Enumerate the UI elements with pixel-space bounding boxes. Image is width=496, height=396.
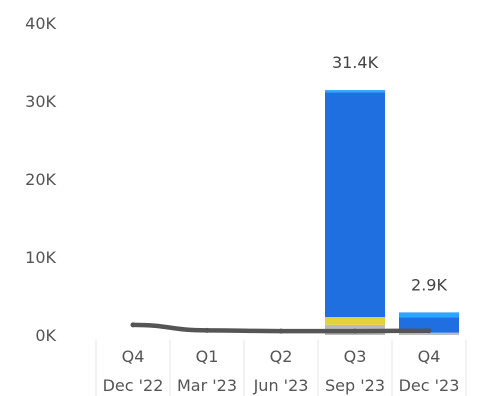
data-label: 31.4K (332, 53, 379, 72)
x-tick-label-quarter: Q3 (344, 347, 367, 366)
bar-segment (399, 312, 459, 318)
trend-line-marker (204, 327, 210, 333)
bar-segment (399, 332, 459, 335)
bar-segment (325, 90, 385, 93)
y-tick-label: 20K (25, 170, 56, 189)
trend-line (130, 322, 432, 334)
x-tick-label-month: Sep '23 (325, 376, 385, 395)
trend-line-marker (130, 322, 136, 328)
y-tick-label: 10K (25, 248, 56, 267)
bar-segment (325, 92, 385, 318)
x-tick-label-month: Mar '23 (177, 376, 237, 395)
trend-line-marker (352, 328, 358, 334)
trend-line-marker (278, 328, 284, 334)
y-axis: 0K 10K 20K 30K 40K (25, 14, 56, 345)
x-tick-label-quarter: Q4 (122, 347, 145, 366)
x-tick-label-quarter: Q1 (196, 347, 219, 366)
x-tick-label-quarter: Q2 (270, 347, 293, 366)
x-tick-label-month: Dec '23 (399, 376, 460, 395)
category-dividers (95, 340, 467, 396)
y-tick-label: 0K (35, 326, 56, 345)
y-tick-label: 40K (25, 14, 56, 33)
y-tick-label: 30K (25, 92, 56, 111)
trend-line-marker (426, 328, 432, 334)
x-tick-label-month: Dec '22 (103, 376, 164, 395)
data-label: 2.9K (411, 275, 447, 294)
bars (325, 90, 459, 335)
x-axis: Q4 Dec '22 Q1 Mar '23 Q2 Jun '23 Q3 Sep '23 Q4 De… (103, 347, 460, 395)
x-tick-label-month: Jun '23 (253, 376, 309, 395)
x-tick-label-quarter: Q4 (418, 347, 441, 366)
data-labels: 31.4K 2.9K (332, 53, 448, 294)
bar-segment (325, 317, 385, 325)
